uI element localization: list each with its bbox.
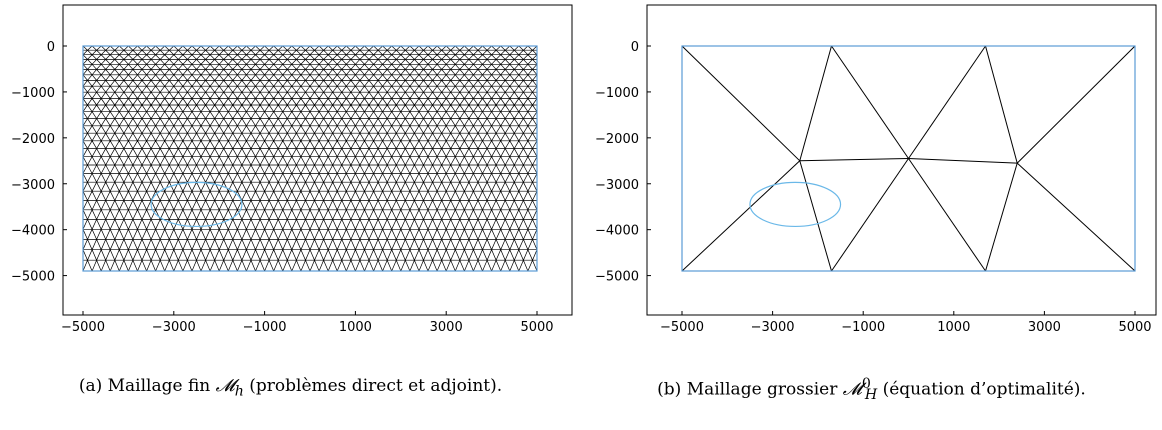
x-tick-label: 5000	[1118, 320, 1151, 335]
y-tick-label: −5000	[11, 270, 55, 285]
y-tick-label: −2000	[11, 132, 55, 147]
coarse-mesh-triangles	[681, 45, 1136, 272]
x-tick-label: 5000	[520, 320, 553, 335]
x-tick-label: −1000	[243, 320, 287, 335]
y-tick-label: −4000	[595, 224, 639, 239]
mesh-edge	[1016, 162, 1136, 272]
mesh-edge	[985, 162, 1018, 272]
panel-coarse-mesh: −5000 −3000 −1000 1000 3000 5000 0 −1000 −2000 −…	[581, 0, 1162, 430]
y-tick-label: −1000	[595, 86, 639, 101]
mesh-edge	[831, 45, 909, 159]
y-axis-ticks: 0 −1000 −2000 −3000 −4000 −5000	[11, 40, 67, 285]
coarse-mesh-overlay	[681, 45, 1136, 272]
y-tick-label: −1000	[11, 86, 55, 101]
x-tick-label: 1000	[339, 320, 372, 335]
inclusion-ellipse	[150, 181, 243, 228]
mesh-edge	[985, 45, 1018, 164]
fine-mesh-overlay	[82, 45, 538, 272]
x-tick-label: −3000	[751, 320, 795, 335]
fine-mesh-triangles	[82, 45, 538, 272]
x-tick-label: 1000	[937, 320, 970, 335]
panel-fine-mesh: −5000 −3000 −1000 1000 3000 5000 0 −1000 −2000 −…	[11, 4, 573, 400]
y-tick-label: −5000	[595, 270, 639, 285]
mesh-edge	[908, 45, 986, 159]
mesh-edge	[799, 158, 909, 162]
mesh-edge	[681, 160, 801, 272]
mesh-edge	[908, 158, 1018, 164]
fine-mesh-plot: −5000 −3000 −1000 1000 3000 5000 0 −1000 −2000 −…	[11, 4, 573, 335]
mesh-edge	[1016, 45, 1136, 164]
x-tick-label: 3000	[430, 320, 463, 335]
domain-boundary	[82, 45, 538, 272]
mesh-edge	[799, 45, 832, 161]
domain-boundary	[681, 45, 1136, 272]
caption-a: (a) Maillage fin 𝓜h (problèmes direct et…	[78, 376, 503, 400]
mesh-edges	[82, 45, 538, 272]
y-tick-label: 0	[631, 40, 639, 55]
caption-b: (b) Maillage grossier 𝓜0H (équation d’op…	[657, 376, 1086, 404]
x-tick-label: −3000	[152, 320, 196, 335]
mesh-edge	[908, 158, 986, 272]
y-tick-label: −4000	[11, 224, 55, 239]
x-tick-label: 3000	[1028, 320, 1061, 335]
plot-frame	[62, 4, 573, 316]
x-axis-ticks: −5000 −3000 −1000 1000 3000 5000	[660, 311, 1152, 335]
x-tick-label: −5000	[61, 320, 105, 335]
y-tick-label: −3000	[595, 178, 639, 193]
y-tick-label: −2000	[595, 132, 639, 147]
coarse-mesh-plot: −5000 −3000 −1000 1000 3000 5000 0 −1000 −2000 −…	[595, 4, 1157, 335]
mesh-edge	[831, 158, 909, 272]
y-axis-ticks: 0 −1000 −2000 −3000 −4000 −5000	[595, 40, 651, 285]
y-tick-label: −3000	[11, 178, 55, 193]
y-tick-label: 0	[47, 40, 55, 55]
inclusion-ellipse	[749, 181, 842, 228]
x-tick-label: −1000	[841, 320, 885, 335]
mesh-edge	[681, 45, 801, 162]
plot-frame	[646, 4, 1157, 316]
mesh-edge	[799, 160, 832, 272]
x-axis-ticks: −5000 −3000 −1000 1000 3000 5000	[61, 311, 554, 335]
x-tick-label: −5000	[660, 320, 704, 335]
